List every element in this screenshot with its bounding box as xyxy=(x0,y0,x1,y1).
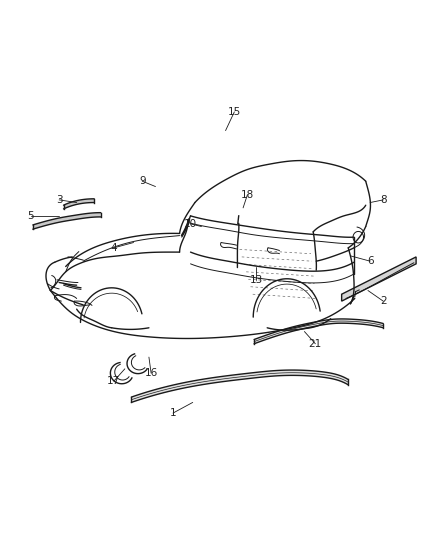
Text: 17: 17 xyxy=(107,376,120,386)
Text: 2: 2 xyxy=(380,296,387,306)
Polygon shape xyxy=(254,319,383,344)
Text: 13: 13 xyxy=(250,275,263,285)
Text: 6: 6 xyxy=(367,256,374,266)
Text: 18: 18 xyxy=(241,190,254,199)
Text: 1: 1 xyxy=(170,408,177,418)
Text: 4: 4 xyxy=(110,243,117,253)
Polygon shape xyxy=(64,199,94,209)
Text: 5: 5 xyxy=(27,211,34,221)
Polygon shape xyxy=(131,370,348,402)
Text: 16: 16 xyxy=(145,368,158,378)
Polygon shape xyxy=(33,213,101,229)
Polygon shape xyxy=(342,257,416,301)
Text: 15: 15 xyxy=(228,107,241,117)
Text: 8: 8 xyxy=(380,195,387,205)
Text: 10: 10 xyxy=(184,219,197,229)
Text: 9: 9 xyxy=(139,176,146,186)
Text: 3: 3 xyxy=(56,195,63,205)
Text: 21: 21 xyxy=(309,339,322,349)
